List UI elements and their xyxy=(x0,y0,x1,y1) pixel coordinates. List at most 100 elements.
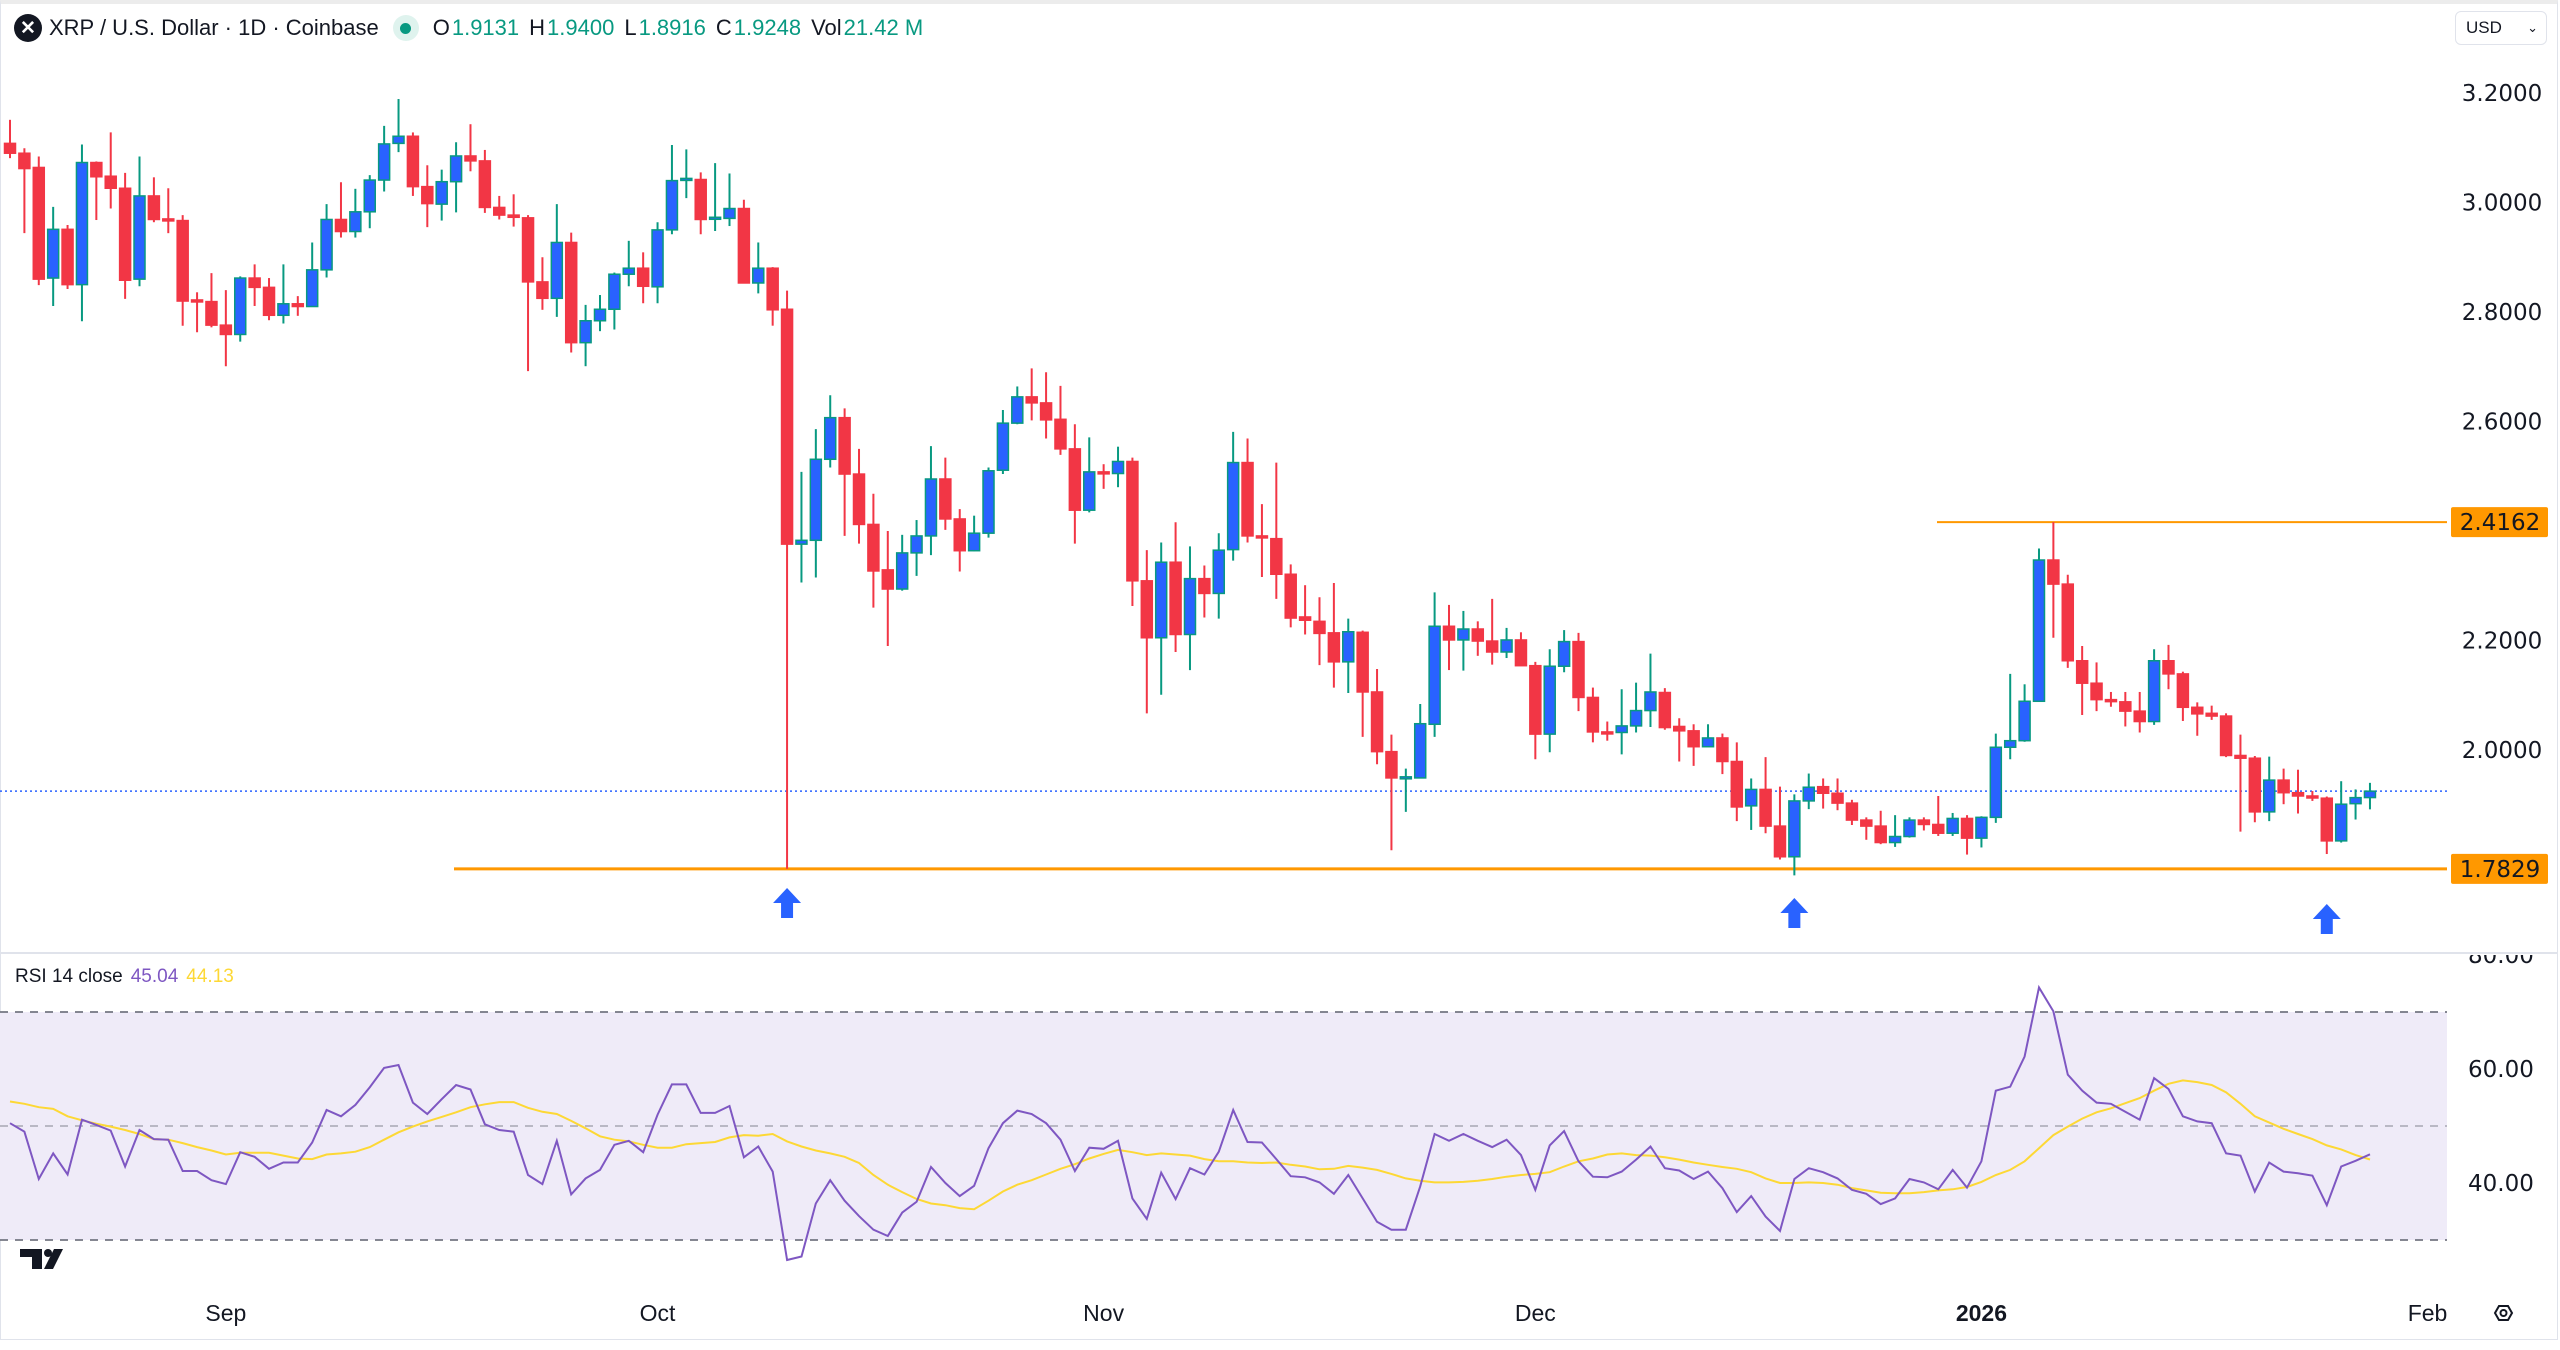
candle xyxy=(2003,673,2017,760)
candle-body xyxy=(1025,396,1038,404)
tradingview-logo[interactable] xyxy=(20,1249,63,1269)
candle xyxy=(349,188,362,238)
rsi-label: RSI 14 close xyxy=(15,966,123,987)
candle-body xyxy=(895,552,909,590)
candle-body xyxy=(967,532,981,552)
candle-body xyxy=(2306,795,2319,799)
candle-body xyxy=(1601,731,1614,735)
candle xyxy=(2147,649,2161,725)
candle xyxy=(507,194,520,227)
candle-body xyxy=(363,179,376,213)
candle-body xyxy=(435,180,448,205)
candle-body xyxy=(881,569,895,590)
candle-body xyxy=(133,195,146,280)
candle xyxy=(1557,630,1571,673)
candle xyxy=(2234,734,2247,832)
candle xyxy=(708,163,722,231)
rsi-legend[interactable]: RSI 14 close 45.04 44.13 xyxy=(15,966,234,988)
candle-body xyxy=(1169,561,1182,636)
candle-body xyxy=(1054,418,1067,450)
gear-icon[interactable] xyxy=(2493,1305,2514,1321)
candle xyxy=(1874,810,1887,845)
time-tick-label: Sep xyxy=(205,1300,246,1326)
candle xyxy=(262,278,276,321)
candle-body xyxy=(1529,664,1542,735)
candle xyxy=(18,148,31,234)
candle-body xyxy=(1831,792,1844,804)
currency-selector[interactable]: USD ⌄ xyxy=(2455,11,2547,45)
candle xyxy=(1975,816,1988,848)
candle-body xyxy=(2147,660,2161,723)
candle-body xyxy=(694,178,707,221)
candle xyxy=(1212,533,1226,619)
candle-body xyxy=(953,518,966,552)
candle xyxy=(852,448,866,544)
candle xyxy=(1385,734,1398,851)
candle-body xyxy=(1543,665,1556,735)
candle xyxy=(1485,598,1499,665)
time-tick-label: Nov xyxy=(1083,1300,1124,1326)
candle-body xyxy=(493,206,506,216)
candle-body xyxy=(1039,402,1053,421)
candle-body xyxy=(680,177,693,182)
candle-body xyxy=(1730,760,1744,808)
candle xyxy=(622,240,636,287)
candle-body xyxy=(349,211,362,233)
candle xyxy=(1298,585,1312,635)
rsi-line xyxy=(9,984,2371,1262)
candle xyxy=(2320,796,2334,855)
candle-body xyxy=(564,241,578,344)
candle xyxy=(1126,457,1139,607)
candle-body xyxy=(2061,583,2075,662)
candle xyxy=(248,264,261,306)
candle-body xyxy=(622,267,636,275)
candle-body xyxy=(61,228,74,286)
candle-body xyxy=(1716,737,1729,763)
candle-body xyxy=(1874,825,1887,844)
candle-body xyxy=(1514,639,1528,667)
candle-body xyxy=(392,135,405,145)
candle-body xyxy=(780,308,794,545)
candle-body xyxy=(176,219,189,302)
candle-body xyxy=(924,478,938,537)
price-level-tag-label: 2.4162 xyxy=(2460,510,2540,536)
candle xyxy=(1025,368,1038,421)
up-arrow-icon xyxy=(2312,904,2341,934)
candle xyxy=(895,534,909,591)
candle-body xyxy=(1413,722,1427,779)
candle xyxy=(1932,795,1945,836)
candle xyxy=(334,182,348,238)
symbol-title[interactable]: XRP / U.S. Dollar · 1D · Coinbase xyxy=(49,15,379,40)
candle xyxy=(1730,742,1744,822)
candle xyxy=(1960,815,1974,855)
candle-body xyxy=(608,273,621,311)
candle xyxy=(651,222,664,304)
candle-body xyxy=(291,303,305,308)
price-tick-label: 2.0000 xyxy=(2462,738,2542,764)
candle xyxy=(680,149,693,199)
candle-body xyxy=(1989,746,2003,819)
candle-body xyxy=(219,324,233,336)
candle xyxy=(2334,781,2348,843)
candle-body xyxy=(2363,790,2377,799)
candle-body xyxy=(1658,691,1672,729)
candle-body xyxy=(2090,682,2103,701)
candle xyxy=(1744,778,1758,830)
live-dot-icon xyxy=(392,15,419,41)
candle-body xyxy=(2075,660,2089,684)
time-tick-label: 2026 xyxy=(1956,1300,2007,1326)
candle xyxy=(953,509,966,572)
axes[interactable]: 3.2000 3.0000 2.8000 2.6000 2.2000 2.0000 2.41… xyxy=(205,81,2548,1326)
candle xyxy=(1672,718,1686,762)
candle-body xyxy=(1615,725,1628,734)
candle-body xyxy=(550,241,564,300)
candle-body xyxy=(2119,701,2132,712)
candle-body xyxy=(1975,816,1988,839)
candle xyxy=(478,149,492,213)
candle xyxy=(939,457,952,530)
candle-body xyxy=(2262,779,2276,813)
candle xyxy=(1356,630,1369,737)
candle-body xyxy=(1298,616,1312,621)
rsi-tick-label: 80.00 xyxy=(2468,943,2534,969)
